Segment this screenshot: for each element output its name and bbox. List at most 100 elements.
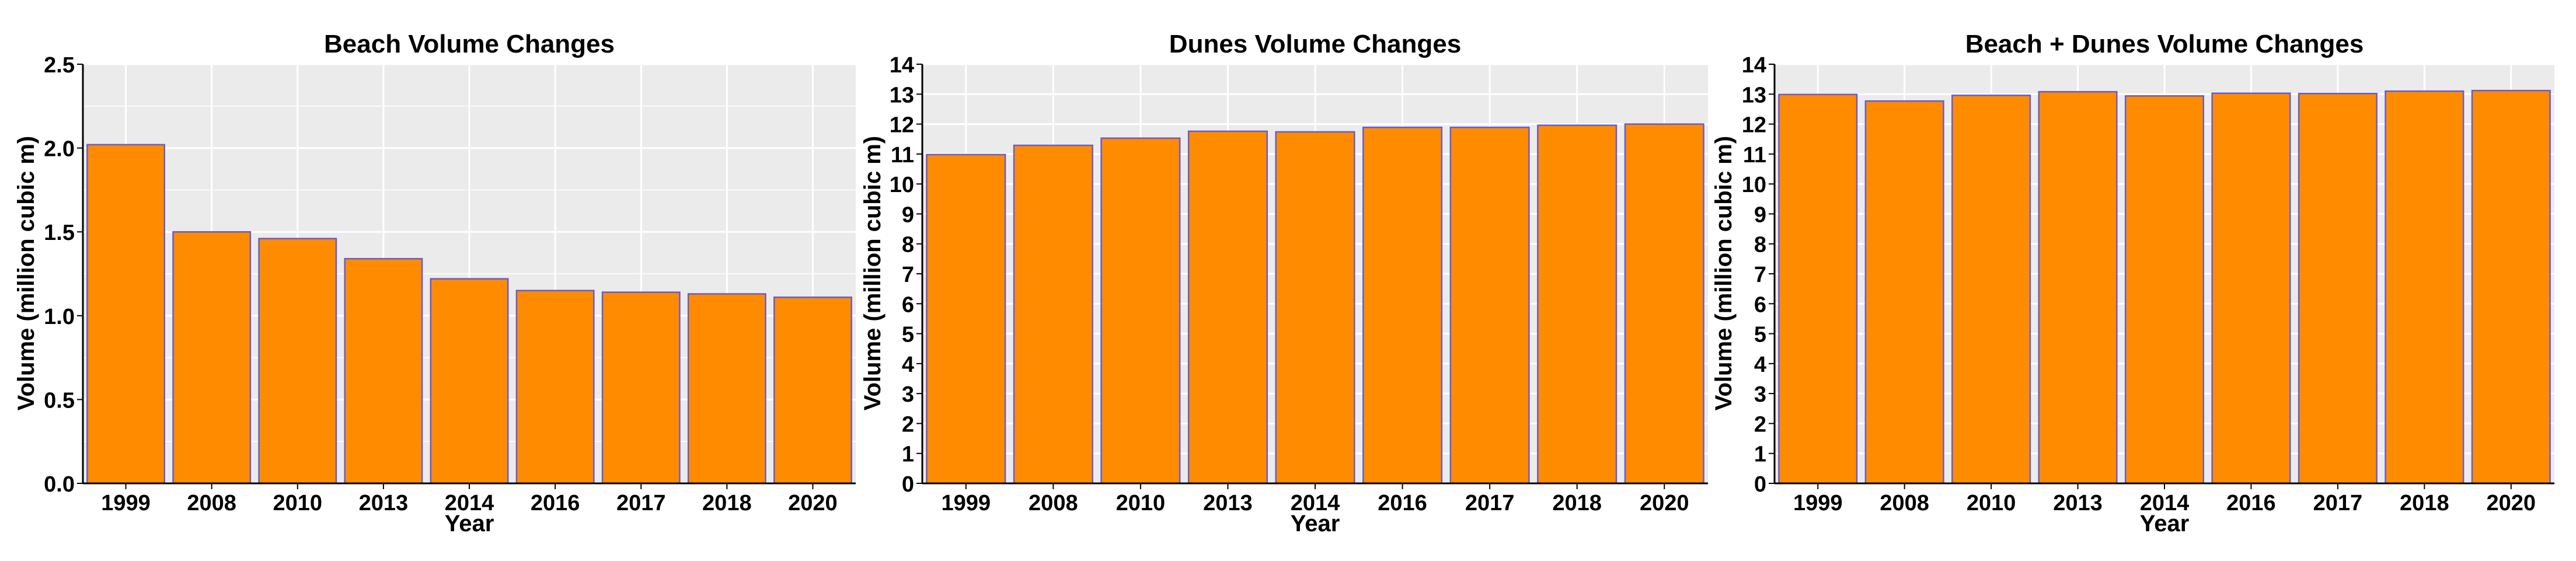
x-tick-label: 2017 [616,491,666,515]
y-tick-label: 2 [902,412,914,437]
y-tick-label: 7 [902,263,914,287]
y-axis-label: Volume (million cubic m) [1711,136,1737,410]
bar-2020 [1624,123,1704,485]
y-tick-label: 9 [1754,203,1766,227]
bar-2010 [1100,137,1181,485]
x-tick-label: 2008 [1880,491,1929,515]
bar-2010 [258,238,337,485]
y-tick-label: 5 [902,323,914,347]
y-tick-label: 0.5 [44,388,75,413]
x-tick-label: 2017 [1465,491,1515,515]
chart-title: Beach Volume Changes [324,30,615,58]
y-tick-label: 13 [890,83,914,107]
x-tick-label: 2010 [273,491,323,515]
x-tick-label: 2017 [2313,491,2363,515]
x-axis-label: Year [445,511,494,536]
y-tick-label: 14 [1742,53,1766,78]
x-tick-label: 2016 [531,491,580,515]
bar-2016 [515,290,595,485]
chart-beach: Beach Volume Changes Year Volume (millio… [13,30,856,536]
bar-2013 [344,257,423,485]
chart-beach-dunes: Beach + Dunes Volume Changes Year Volume… [1711,30,2554,536]
x-tick-label: 2018 [702,491,752,515]
x-tick-label: 2020 [788,491,838,515]
x-tick-label: 2013 [359,491,409,515]
x-tick-label: 2008 [187,491,236,515]
y-axis-label: Volume (million cubic m) [860,136,886,410]
y-tick-label: 9 [902,203,914,227]
bar-2016 [2211,92,2291,485]
y-tick-label: 2.5 [44,53,75,78]
bar-2008 [1864,100,1944,485]
bar-2008 [1013,144,1093,485]
y-tick-label: 1.0 [44,305,75,329]
x-tick-label: 2014 [2140,491,2190,515]
bar-1999 [1778,93,1858,485]
x-tick-label: 2014 [1291,491,1340,515]
x-tick-label: 2018 [1552,491,1602,515]
x-tick-label: 2013 [2053,491,2103,515]
y-tick-label: 8 [902,233,914,257]
chart-dunes: Dunes Volume Changes Year Volume (millio… [860,30,1708,536]
x-tick-label: 2020 [2487,491,2536,515]
x-axis-label: Year [2140,511,2190,536]
bar-1999 [926,154,1006,485]
y-tick-label: 12 [890,113,914,138]
y-tick-label: 1 [1754,442,1766,467]
bar-2014 [1275,131,1355,485]
y-tick-label: 5 [1754,323,1766,347]
x-tick-label: 1999 [1793,491,1843,515]
x-tick-label: 2010 [1116,491,1166,515]
bar-2013 [1187,130,1268,485]
y-tick-label: 11 [891,143,914,168]
y-tick-label: 2.0 [44,137,75,162]
x-axis-label: Year [1291,511,1340,536]
bar-2020 [2471,89,2551,485]
y-tick-label: 12 [1742,113,1766,138]
y-tick-label: 10 [1742,173,1766,197]
bar-2008 [172,231,252,485]
y-tick-label: 2 [1754,412,1766,437]
x-tick-label: 2016 [1378,491,1427,515]
y-tick-label: 0 [1754,472,1766,497]
y-tick-label: 6 [1754,292,1766,317]
y-tick-label: 0.0 [44,472,75,497]
y-tick-label: 7 [1754,263,1766,287]
bar-2016 [1362,126,1443,485]
x-tick-label: 2008 [1029,491,1078,515]
chart-title: Dunes Volume Changes [1169,30,1461,58]
bar-2018 [2385,90,2465,485]
bar-1999 [86,144,166,485]
y-tick-label: 1.5 [44,221,75,245]
y-tick-label: 13 [1742,83,1766,107]
y-tick-label: 8 [1754,233,1766,257]
y-tick-label: 1 [902,442,914,467]
bar-2010 [1951,95,2031,485]
y-tick-label: 6 [902,292,914,317]
x-tick-label: 2016 [2226,491,2276,515]
x-tick-label: 2010 [1967,491,2016,515]
x-tick-label: 2013 [1203,491,1253,515]
bar-2017 [601,291,681,485]
bar-2014 [2124,95,2205,485]
y-tick-label: 11 [1743,143,1766,168]
x-tick-label: 2020 [1640,491,1689,515]
y-tick-label: 0 [902,472,914,497]
y-axis-label: Volume (million cubic m) [13,136,39,410]
y-tick-label: 3 [902,382,914,407]
bar-2017 [1449,126,1530,485]
x-tick-label: 2014 [445,491,494,515]
chart-title: Beach + Dunes Volume Changes [1965,30,2364,58]
y-tick-label: 14 [890,53,914,78]
bar-2018 [687,293,766,485]
y-tick-label: 3 [1754,382,1766,407]
y-tick-label: 10 [890,173,914,197]
bar-2013 [2038,90,2118,485]
bar-2018 [1537,124,1618,485]
bar-2014 [430,278,509,485]
x-tick-label: 2018 [2400,491,2449,515]
x-tick-label: 1999 [101,491,151,515]
bar-2017 [2298,93,2378,485]
bar-2020 [773,296,852,485]
